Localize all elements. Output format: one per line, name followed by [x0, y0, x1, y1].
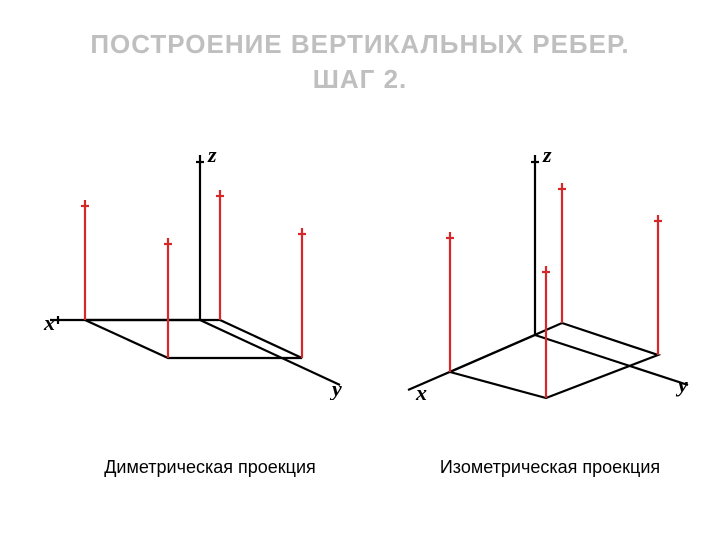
dimetric-labels: x y z [43, 142, 342, 400]
title-line1: ПОСТРОЕНИЕ ВЕРТИКАЛЬНЫХ РЕБЕР. [90, 29, 629, 59]
caption-dimetric: Диметрическая проекция [60, 457, 360, 478]
y-label: y [675, 372, 688, 397]
slide-title: ПОСТРОЕНИЕ ВЕРТИКАЛЬНЫХ РЕБЕР. ШАГ 2. [0, 28, 720, 95]
x-label: x [415, 380, 427, 400]
y-axis [535, 335, 688, 385]
base-polygon [450, 323, 658, 398]
slide: ПОСТРОЕНИЕ ВЕРТИКАЛЬНЫХ РЕБЕР. ШАГ 2. x [0, 0, 720, 540]
x-label: x [43, 310, 55, 335]
dimetric-base [50, 155, 340, 385]
z-label: z [207, 142, 217, 167]
y-axis [200, 320, 340, 385]
z-label: z [542, 142, 552, 167]
caption-isometric: Изометрическая проекция [400, 457, 700, 478]
isometric-diagram: x y z [390, 140, 710, 400]
isometric-labels: x y z [415, 142, 688, 400]
dimetric-diagram: x y z [40, 140, 360, 400]
title-line2: ШАГ 2. [313, 64, 408, 94]
x-axis [408, 335, 535, 390]
